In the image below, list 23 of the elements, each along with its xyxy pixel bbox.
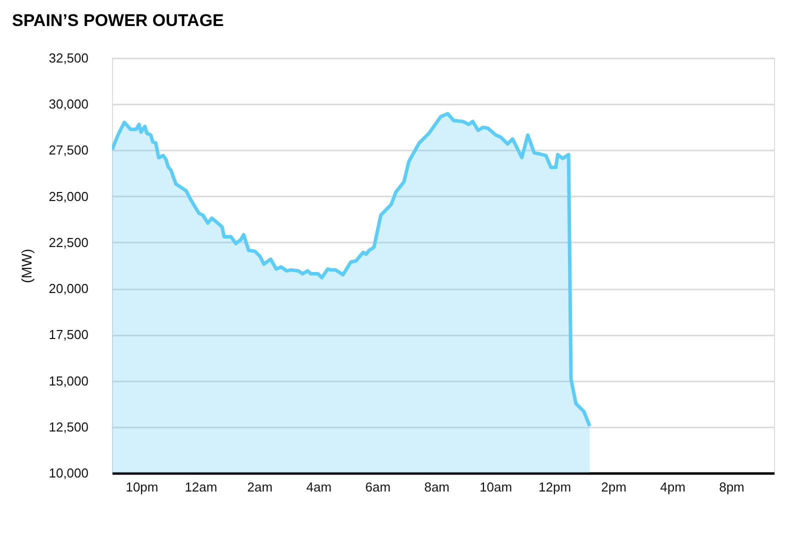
y-tick-label: 30,000	[48, 96, 88, 112]
x-tick-label: 8pm	[719, 480, 744, 494]
y-tick-label: 10,000	[48, 466, 88, 480]
y-tick-label: 15,000	[48, 373, 88, 388]
y-tick-label: 20,000	[48, 281, 88, 296]
y-tick-label: 32,500	[48, 50, 88, 66]
x-tick-label: 2am	[247, 480, 273, 494]
x-tick-label: 2pm	[601, 480, 626, 494]
x-tick-label: 10pm	[126, 480, 158, 494]
chart-title: SPAIN’S POWER OUTAGE	[12, 11, 224, 30]
x-tick-label: 4pm	[660, 480, 686, 494]
y-tick-label: 27,500	[48, 142, 88, 158]
y-tick-label: 22,500	[48, 234, 88, 250]
x-tick-label: 12am	[184, 480, 218, 494]
x-tick-label: 6am	[365, 480, 391, 494]
x-tick-label: 8am	[424, 480, 450, 494]
x-tick-label: 4am	[306, 480, 332, 494]
y-axis-title: (MW)	[18, 248, 35, 284]
y-tick-label: 25,000	[48, 188, 88, 204]
x-tick-label: 12pm	[538, 480, 572, 494]
y-tick-label: 12,500	[48, 419, 88, 434]
x-tick-label: 10am	[480, 480, 512, 494]
y-tick-label: 17,500	[48, 327, 88, 342]
